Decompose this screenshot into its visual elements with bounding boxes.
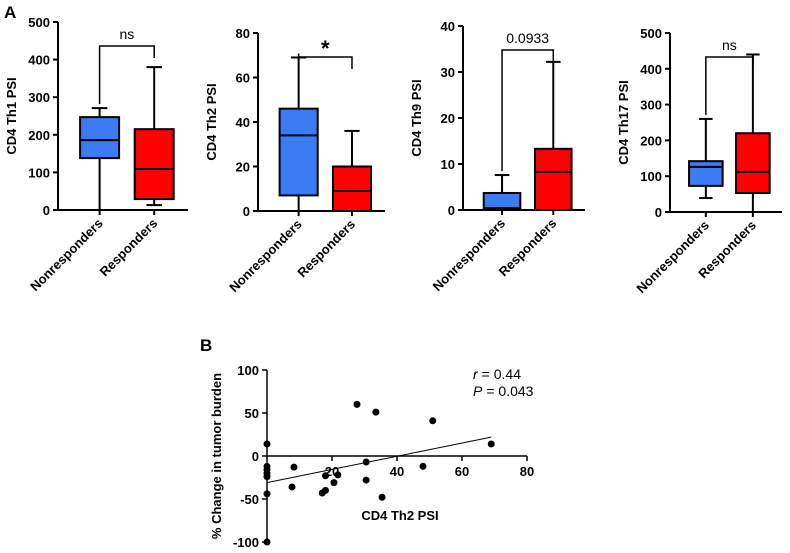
- box: [79, 116, 121, 160]
- box: [688, 160, 724, 187]
- y-tick-label: 300: [640, 98, 662, 113]
- point: [353, 400, 361, 408]
- y-tick-label: 100: [640, 169, 662, 184]
- y-tick-label: 0: [243, 204, 250, 219]
- x-axis-title: CD4 Th2 PSI: [361, 508, 438, 523]
- point: [263, 440, 271, 448]
- significance-label: ns: [120, 26, 135, 42]
- y-tick-label: 200: [28, 128, 50, 143]
- y-tick-label: -50: [240, 492, 259, 507]
- box: [735, 132, 771, 195]
- y-tick-label: 30: [441, 65, 455, 80]
- x-tick-label: 80: [520, 464, 534, 479]
- y-axis-title: CD4 Th17 PSI: [616, 80, 631, 165]
- y-tick-label: 400: [640, 62, 662, 77]
- box: [482, 191, 522, 211]
- y-tick-label: 100: [28, 165, 50, 180]
- x-tick-label: Nonresponders: [27, 216, 106, 295]
- box: [133, 128, 175, 201]
- stat-symbol: r: [473, 366, 479, 382]
- y-tick-label: 20: [236, 160, 250, 175]
- significance-bracket: [705, 56, 754, 115]
- point: [330, 479, 338, 487]
- y-tick-label: -100: [233, 535, 259, 550]
- trendline: [266, 436, 492, 484]
- y-axis-title: CD4 Th9 PSI: [409, 79, 424, 156]
- y-tick-label: 500: [28, 15, 50, 30]
- significance-label: 0.0933: [506, 30, 549, 46]
- y-tick-label: 20: [441, 111, 455, 126]
- y-tick-label: 400: [28, 53, 50, 68]
- significance-bracket: [297, 53, 353, 69]
- point: [362, 476, 370, 484]
- box: [278, 107, 319, 197]
- stat-value: = 0.44: [482, 366, 522, 382]
- panel-label: B: [200, 336, 212, 355]
- y-tick-label: 300: [28, 90, 50, 105]
- point: [322, 472, 329, 480]
- x-tick-label: Nonresponders: [430, 216, 509, 295]
- stat-annotation: r = 0.44: [473, 366, 521, 382]
- x-tick-label: 40: [390, 464, 404, 479]
- point: [429, 417, 437, 425]
- point: [263, 490, 271, 498]
- box: [331, 165, 373, 212]
- y-tick-label: 40: [236, 115, 250, 130]
- y-tick-label: 10: [441, 157, 455, 172]
- significance-label: *: [321, 36, 330, 61]
- point: [334, 471, 342, 479]
- x-tick-label: 60: [455, 464, 469, 479]
- y-tick-label: 200: [640, 133, 662, 148]
- point: [378, 493, 386, 501]
- y-tick-label: 0: [252, 449, 259, 464]
- significance-bracket: [98, 45, 155, 105]
- x-tick-label: Nonresponders: [633, 218, 712, 297]
- y-tick-label: 60: [236, 71, 250, 86]
- x-tick-label: Responders: [294, 217, 358, 281]
- y-tick-label: 40: [441, 19, 455, 34]
- point: [322, 486, 329, 494]
- y-tick-label: 0: [448, 203, 455, 218]
- stat-symbol: P: [473, 383, 483, 399]
- y-tick-label: 100: [237, 363, 259, 378]
- box: [533, 147, 573, 212]
- y-tick-label: 50: [245, 406, 259, 421]
- y-axis-title: CD4 Th2 PSI: [204, 83, 219, 160]
- y-axis-title: CD4 Th1 PSI: [4, 77, 19, 154]
- point: [263, 473, 271, 481]
- y-tick-label: 0: [655, 205, 662, 220]
- point: [487, 440, 495, 448]
- significance-bracket: [501, 49, 555, 172]
- stat-annotation: P = 0.043: [473, 383, 534, 399]
- y-tick-label: 0: [43, 203, 50, 218]
- stat-value: = 0.043: [486, 383, 533, 399]
- x-tick-label: Nonresponders: [226, 217, 305, 296]
- panel-label: A: [4, 3, 16, 22]
- point: [288, 483, 296, 491]
- y-tick-label: 80: [236, 26, 250, 41]
- point: [419, 462, 427, 470]
- point: [362, 458, 370, 466]
- y-axis-title: % Change in tumor burden: [209, 373, 224, 539]
- y-tick-label: 500: [640, 26, 662, 41]
- point: [372, 408, 380, 416]
- point: [263, 538, 271, 546]
- significance-label: ns: [722, 37, 737, 53]
- x-tick-label: Responders: [97, 216, 161, 280]
- point: [290, 463, 298, 471]
